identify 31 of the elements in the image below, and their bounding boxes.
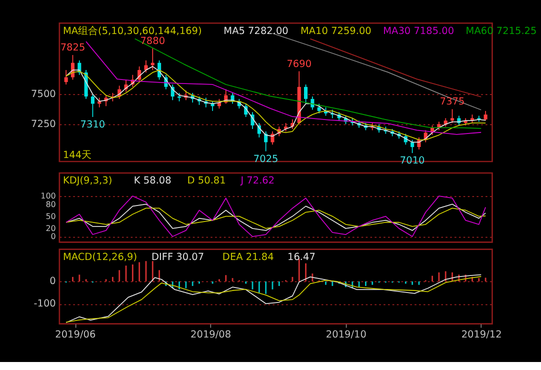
y-tick-label: 50 [46, 212, 56, 221]
annotation: 7825 [60, 42, 86, 54]
chart-title: KDJ(9,3,3) [62, 176, 112, 187]
y-tick-label: 7500 [31, 88, 56, 100]
y-tick-label: 100 [40, 192, 56, 201]
x-tick-label: 2019/12 [461, 330, 502, 341]
y-tick-label: -100 [34, 298, 56, 310]
annotation: 16.47 [288, 252, 316, 263]
y-tick-label: 7250 [31, 118, 56, 130]
series-label: DIFF 30.07 [151, 252, 204, 263]
x-tick-label: 2019/08 [190, 330, 232, 341]
y-tick-label: 20 [46, 224, 56, 234]
text: MA5 7282.00 [224, 26, 288, 37]
y-tick-label: 0 [50, 276, 56, 288]
text: D 50.81 [187, 176, 226, 187]
x-tick-label: 2019/10 [326, 330, 366, 341]
annotation: 7310 [80, 120, 106, 131]
text: DEA 21.84 [222, 252, 274, 263]
chart-title: MA组合(5,10,30,60,144,169) [62, 24, 202, 37]
text: K 58.08 [134, 176, 172, 187]
text: J 72.62 [240, 176, 275, 187]
x-tick-label: 2019/06 [55, 330, 96, 341]
text: MA10 7259.00 [300, 26, 372, 37]
y-tick-label: 80 [46, 200, 56, 209]
annotation: 7375 [440, 96, 465, 108]
annotation: 7880 [140, 36, 166, 47]
annotation: 7690 [286, 58, 312, 70]
annotation: 144天 [62, 150, 92, 161]
chart-title: MACD(12,26,9) [62, 252, 138, 263]
text: MA30 7185.00 [383, 26, 454, 37]
y-tick-label: 0 [50, 232, 56, 242]
